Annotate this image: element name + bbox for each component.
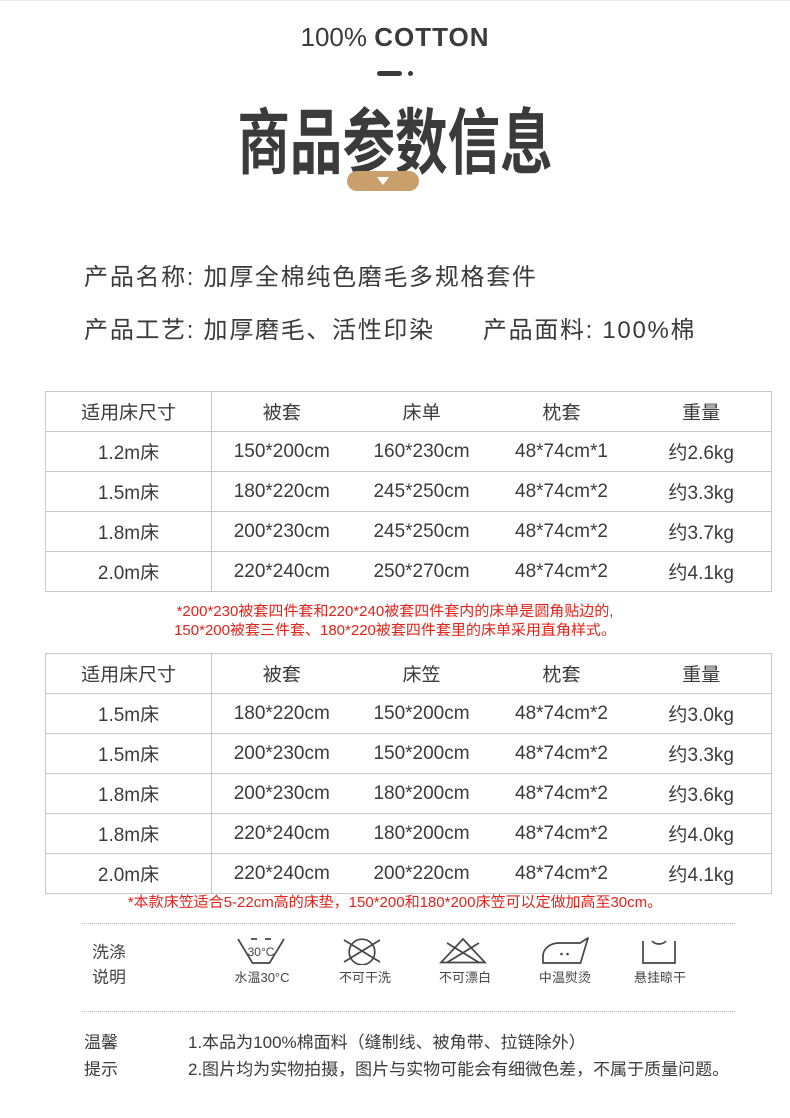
svg-text:30°C: 30°C <box>248 945 275 959</box>
